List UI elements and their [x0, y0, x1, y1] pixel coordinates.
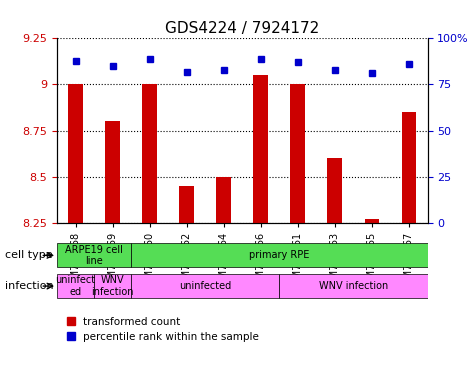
- Text: infection: infection: [5, 281, 53, 291]
- FancyBboxPatch shape: [131, 274, 279, 298]
- FancyBboxPatch shape: [57, 274, 94, 298]
- Bar: [401, 112, 417, 223]
- Bar: [290, 84, 305, 223]
- Bar: [253, 75, 268, 223]
- Text: uninfected: uninfected: [179, 281, 231, 291]
- Legend: transformed count, percentile rank within the sample: transformed count, percentile rank withi…: [62, 313, 263, 346]
- Text: ARPE19 cell
line: ARPE19 cell line: [65, 245, 123, 266]
- Text: WNV infection: WNV infection: [319, 281, 388, 291]
- Bar: [105, 121, 120, 223]
- Bar: [327, 158, 342, 223]
- Bar: [142, 84, 157, 223]
- FancyBboxPatch shape: [57, 243, 131, 268]
- Text: cell type: cell type: [5, 250, 52, 260]
- Text: uninfect
ed: uninfect ed: [56, 275, 95, 297]
- Title: GDS4224 / 7924172: GDS4224 / 7924172: [165, 21, 319, 36]
- Text: WNV
infection: WNV infection: [91, 275, 134, 297]
- FancyBboxPatch shape: [131, 243, 428, 268]
- Bar: [216, 177, 231, 223]
- Bar: [179, 186, 194, 223]
- Bar: [68, 84, 83, 223]
- FancyBboxPatch shape: [279, 274, 428, 298]
- Bar: [364, 219, 380, 223]
- Text: primary RPE: primary RPE: [249, 250, 310, 260]
- FancyBboxPatch shape: [94, 274, 131, 298]
